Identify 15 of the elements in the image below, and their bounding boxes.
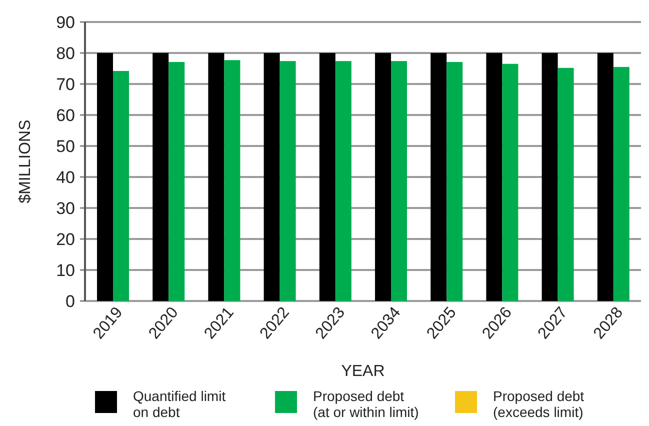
- y-tick-label: 20: [56, 230, 75, 249]
- y-tick-label: 10: [56, 260, 75, 280]
- legend-label: Proposed debt (at or within limit): [313, 388, 419, 420]
- legend-label: Quantified limit on debt: [133, 388, 226, 420]
- y-tick-label: 40: [56, 168, 75, 187]
- y-tick-label: 90: [56, 12, 75, 32]
- y-tick-label: 0: [66, 292, 75, 311]
- y-tick-label: 30: [56, 198, 75, 218]
- y-tick-label: 80: [56, 44, 75, 63]
- y-axis-title: $MILLIONS: [17, 120, 34, 204]
- x-axis-title: YEAR: [341, 363, 385, 380]
- y-tick-label: 60: [56, 106, 75, 125]
- y-tick-label: 50: [56, 136, 75, 156]
- legend-label: Proposed debt (exceeds limit): [493, 388, 584, 420]
- y-tick-label: 70: [56, 74, 75, 94]
